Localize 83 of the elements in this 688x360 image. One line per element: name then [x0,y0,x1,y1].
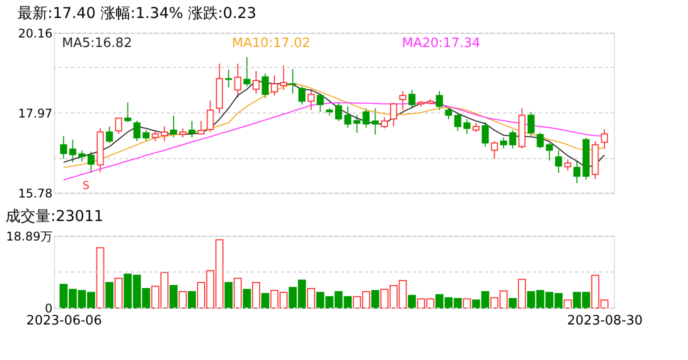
candlestick [206,100,214,132]
candlestick [160,126,168,142]
bar [408,294,416,308]
candlestick [243,56,250,87]
chart-title: 成交量:23011 [6,207,104,225]
candlestick [289,68,296,94]
bar [96,247,104,308]
candlestick [408,89,416,109]
candlestick [142,130,150,142]
y-tick-label: 20.16 [18,26,52,40]
candlestick [316,93,324,112]
bar [252,282,260,308]
bar [188,291,196,308]
candlestick [188,120,196,138]
candlestick [372,108,379,136]
candlestick [69,139,76,163]
text: MA5:16.82 [62,36,132,51]
bar [114,278,123,308]
candlestick [454,112,462,132]
candlestick [546,142,553,161]
bar [307,288,316,308]
candlestick [528,111,535,136]
candlestick [106,126,113,144]
candlestick [225,69,232,88]
candlestick [564,158,572,171]
candlestick [573,160,580,184]
bar [105,282,114,308]
x-tick-label: 2023-08-30 [567,314,643,328]
y-tick-label: 15.78 [18,186,52,200]
candlestick [353,114,360,134]
candlestick [380,116,388,129]
candlestick [362,108,370,128]
chart-title: 最新:17.40 涨幅:1.34% 涨跌:0.23 [18,4,256,22]
candlestick [436,90,443,111]
bar [178,291,187,308]
candlestick [88,151,95,174]
candlestick [115,118,122,134]
bar [170,285,178,308]
candlestick [308,89,315,111]
text: MA20:17.34 [402,36,480,51]
bar [242,288,251,308]
candlestick [78,150,86,162]
annotation: S [82,179,90,192]
candlestick [270,74,278,96]
y-tick-label: 0 [44,302,52,316]
candlestick [509,130,516,149]
candlestick [536,132,544,149]
bar [371,290,380,308]
y-tick-label: 18.89万 [6,230,52,244]
text: MA10:17.02 [232,36,310,51]
candlestick [124,102,132,123]
bar [224,282,233,308]
candlestick [198,120,205,136]
candlestick [399,90,406,111]
candlestick [463,118,470,134]
candlestick [152,130,159,142]
candlestick [445,108,452,120]
candlestick [482,122,489,148]
bar [234,278,242,308]
candlestick [252,70,260,94]
x-tick-label: 2023-06-06 [26,314,102,328]
bar [261,293,270,308]
candlestick [344,106,352,128]
candlestick [234,63,242,98]
y-tick-label: 17.97 [18,106,52,120]
candlestick [60,136,68,160]
candlestick [133,120,140,142]
candlestick [600,128,608,150]
candlestick [262,73,269,99]
bar [462,298,471,308]
candlestick [390,102,398,128]
candlestick [555,150,562,174]
candlestick [490,140,498,160]
bar [564,299,572,308]
candlestick [170,115,178,138]
bar [508,298,517,308]
candlestick [500,136,508,149]
bar [518,278,526,308]
candlestick [335,102,342,122]
candlestick [179,128,186,138]
candlestick [280,65,288,90]
candlestick [472,122,480,132]
candlestick [298,86,306,106]
